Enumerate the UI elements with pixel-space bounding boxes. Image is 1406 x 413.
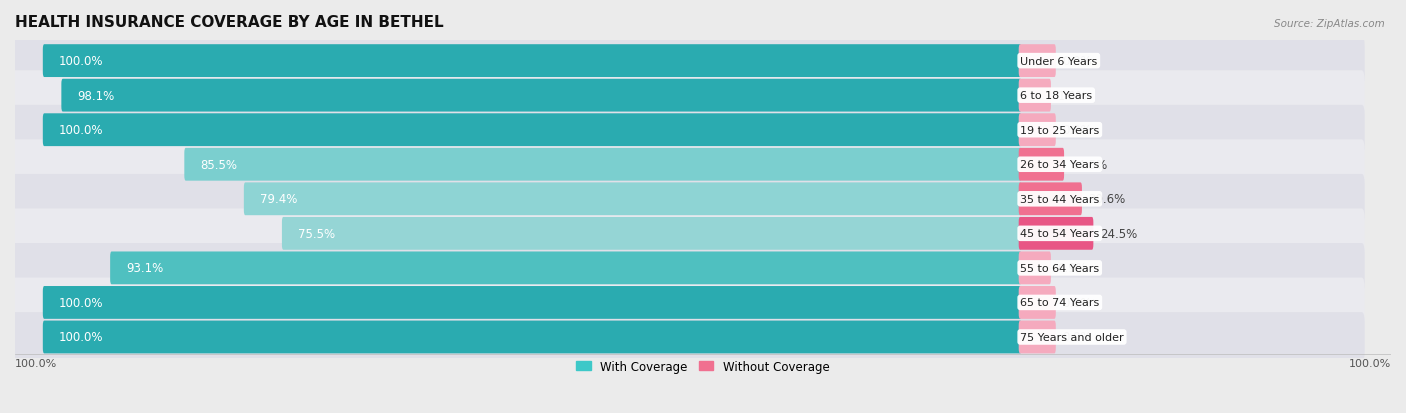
Text: 6 to 18 Years: 6 to 18 Years <box>1021 91 1092 101</box>
Text: 45 to 54 Years: 45 to 54 Years <box>1021 229 1099 239</box>
FancyBboxPatch shape <box>243 183 1022 216</box>
FancyBboxPatch shape <box>13 278 1365 328</box>
FancyBboxPatch shape <box>1019 149 1064 181</box>
Text: 1.9%: 1.9% <box>1057 90 1087 102</box>
Text: 65 to 74 Years: 65 to 74 Years <box>1021 298 1099 308</box>
Text: 85.5%: 85.5% <box>201 158 238 171</box>
Legend: With Coverage, Without Coverage: With Coverage, Without Coverage <box>572 355 834 377</box>
Text: 100.0%: 100.0% <box>59 296 104 309</box>
FancyBboxPatch shape <box>1019 45 1056 78</box>
FancyBboxPatch shape <box>13 140 1365 190</box>
FancyBboxPatch shape <box>184 149 1022 181</box>
Text: 35 to 44 Years: 35 to 44 Years <box>1021 195 1099 204</box>
FancyBboxPatch shape <box>1019 114 1056 147</box>
FancyBboxPatch shape <box>13 209 1365 259</box>
FancyBboxPatch shape <box>13 312 1365 362</box>
Text: HEALTH INSURANCE COVERAGE BY AGE IN BETHEL: HEALTH INSURANCE COVERAGE BY AGE IN BETH… <box>15 15 444 30</box>
Text: 24.5%: 24.5% <box>1099 227 1137 240</box>
FancyBboxPatch shape <box>13 71 1365 121</box>
FancyBboxPatch shape <box>1019 217 1094 250</box>
Text: 0.0%: 0.0% <box>1062 55 1091 68</box>
Text: 0.0%: 0.0% <box>1062 331 1091 344</box>
Text: 100.0%: 100.0% <box>59 124 104 137</box>
Text: 6.9%: 6.9% <box>1057 262 1087 275</box>
FancyBboxPatch shape <box>1019 80 1050 112</box>
FancyBboxPatch shape <box>42 321 1022 354</box>
Text: 75.5%: 75.5% <box>298 227 335 240</box>
Text: 100.0%: 100.0% <box>59 55 104 68</box>
FancyBboxPatch shape <box>1019 321 1056 354</box>
Text: Source: ZipAtlas.com: Source: ZipAtlas.com <box>1274 19 1385 28</box>
Text: Under 6 Years: Under 6 Years <box>1021 57 1098 66</box>
FancyBboxPatch shape <box>283 217 1022 250</box>
Text: 93.1%: 93.1% <box>127 262 163 275</box>
Text: 100.0%: 100.0% <box>1348 358 1391 368</box>
FancyBboxPatch shape <box>42 286 1022 319</box>
FancyBboxPatch shape <box>1019 286 1056 319</box>
Text: 0.0%: 0.0% <box>1062 124 1091 137</box>
Text: 19 to 25 Years: 19 to 25 Years <box>1021 126 1099 135</box>
FancyBboxPatch shape <box>13 243 1365 293</box>
Text: 14.5%: 14.5% <box>1070 158 1108 171</box>
Text: 98.1%: 98.1% <box>77 90 115 102</box>
Text: 79.4%: 79.4% <box>260 193 297 206</box>
Text: 26 to 34 Years: 26 to 34 Years <box>1021 160 1099 170</box>
Text: 55 to 64 Years: 55 to 64 Years <box>1021 263 1099 273</box>
FancyBboxPatch shape <box>1019 252 1050 285</box>
Text: 20.6%: 20.6% <box>1088 193 1126 206</box>
Text: 75 Years and older: 75 Years and older <box>1021 332 1123 342</box>
FancyBboxPatch shape <box>42 45 1022 78</box>
FancyBboxPatch shape <box>13 37 1365 86</box>
FancyBboxPatch shape <box>42 114 1022 147</box>
Text: 100.0%: 100.0% <box>15 358 58 368</box>
FancyBboxPatch shape <box>110 252 1022 285</box>
Text: 0.0%: 0.0% <box>1062 296 1091 309</box>
FancyBboxPatch shape <box>62 80 1022 112</box>
FancyBboxPatch shape <box>1019 183 1083 216</box>
FancyBboxPatch shape <box>13 175 1365 224</box>
Text: 100.0%: 100.0% <box>59 331 104 344</box>
FancyBboxPatch shape <box>13 106 1365 155</box>
